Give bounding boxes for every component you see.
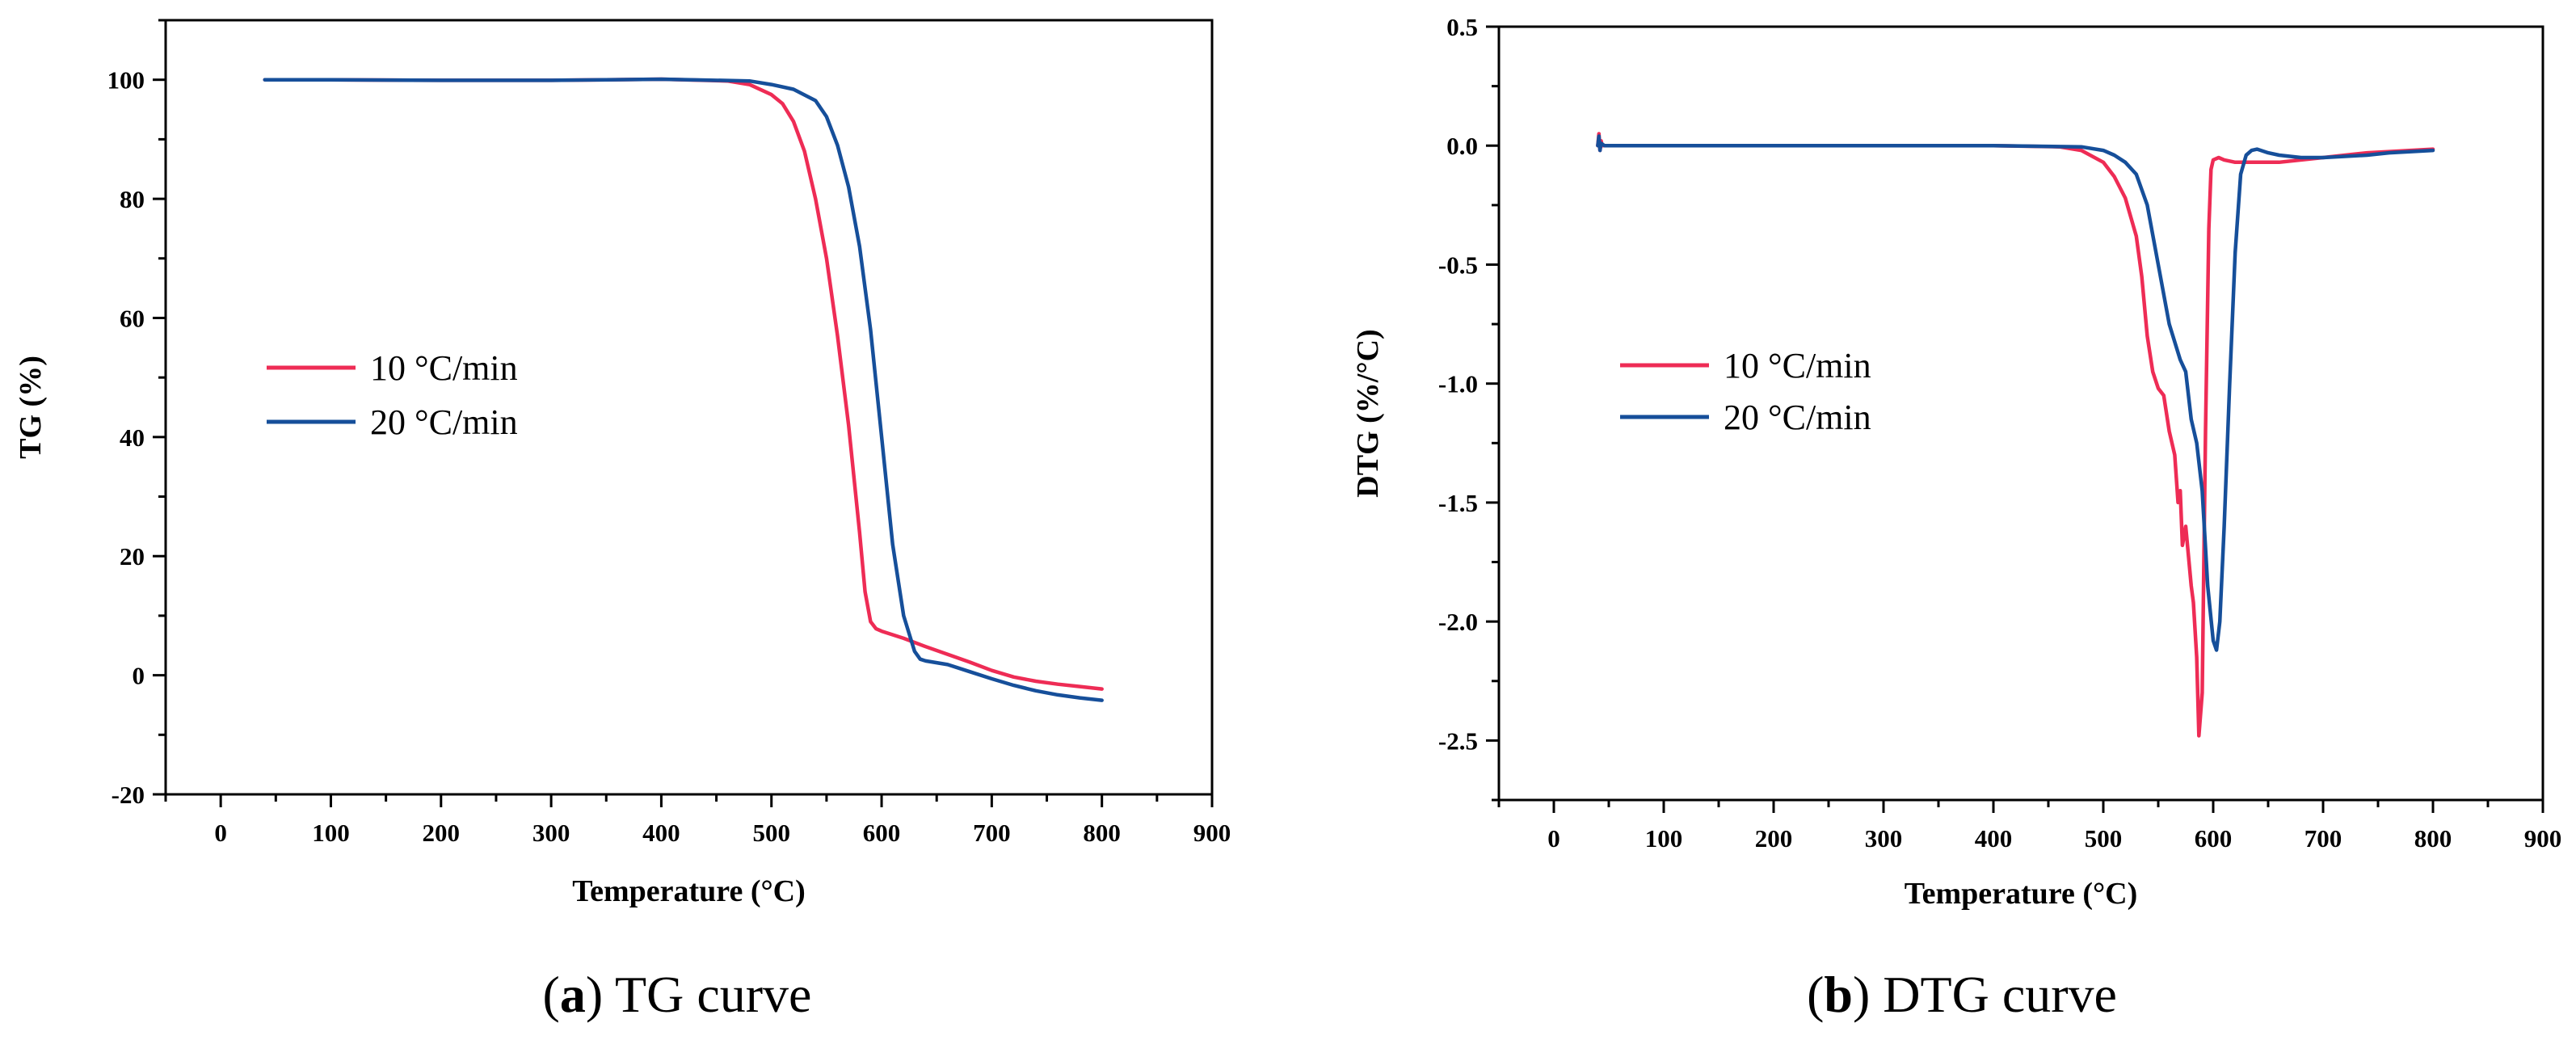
chart-caption: (a) TG curve xyxy=(543,966,812,1023)
x-tick-label: 500 xyxy=(2085,824,2123,853)
y-tick-label: -1.0 xyxy=(1438,370,1478,398)
x-tick-label: 100 xyxy=(312,819,350,847)
x-tick-label: 300 xyxy=(532,819,570,847)
caption-letter: a xyxy=(560,966,586,1023)
y-tick-label: -0.5 xyxy=(1438,251,1478,279)
x-tick-label: 200 xyxy=(1755,824,1793,853)
legend-label-1: 10 °C/min xyxy=(370,348,518,388)
caption-letter: b xyxy=(1824,966,1853,1023)
x-tick-label: 0 xyxy=(1547,824,1560,853)
y-tick-label: -2.0 xyxy=(1438,608,1478,636)
x-tick-label: 900 xyxy=(1193,819,1231,847)
chart-b: 0 100 200 300 400 500 600 700 800 900 -2.5 -2.0 -1.5… xyxy=(1351,13,2561,1023)
caption-text: DTG curve xyxy=(1883,966,2117,1023)
y-tick-label: 0.5 xyxy=(1446,13,1478,41)
x-tick-label: 600 xyxy=(863,819,901,847)
series-line-2 xyxy=(1596,134,2435,652)
y-axis-title: TG (%) xyxy=(14,356,48,459)
caption-paren-open: ( xyxy=(543,966,560,1023)
series-line-2 xyxy=(263,77,1104,702)
chart-caption: (b) DTG curve xyxy=(1807,966,2117,1023)
y-tick-label: 0.0 xyxy=(1446,132,1478,160)
y-tick-label: 40 xyxy=(120,423,145,452)
x-tick-label: 100 xyxy=(1645,824,1683,853)
x-tick-label: 700 xyxy=(2305,824,2342,853)
x-axis-title: Temperature (°C) xyxy=(572,874,806,908)
legend: 10 °C/min 20 °C/min xyxy=(1620,346,1871,437)
x-axis-title: Temperature (°C) xyxy=(1905,877,2138,911)
caption-paren-open: ( xyxy=(1807,966,1824,1023)
y-tick-label: 60 xyxy=(120,304,145,332)
legend-label-2: 20 °C/min xyxy=(1724,398,1871,437)
x-tick-label: 500 xyxy=(752,819,790,847)
x-tick-label: 800 xyxy=(2414,824,2452,853)
x-tick-label: 900 xyxy=(2524,824,2562,853)
x-tick-label: 400 xyxy=(1975,824,2013,853)
legend-label-2: 20 °C/min xyxy=(370,402,518,442)
caption-text: TG curve xyxy=(615,966,811,1023)
x-tick-label: 0 xyxy=(214,819,227,847)
x-tick-label: 300 xyxy=(1865,824,1903,853)
caption-paren-close: ) xyxy=(1853,966,1883,1023)
y-tick-label: -1.5 xyxy=(1438,489,1478,517)
legend: 10 °C/min 20 °C/min xyxy=(267,348,518,442)
x-tick-label: 800 xyxy=(1083,819,1121,847)
x-tick-label: 400 xyxy=(642,819,680,847)
y-tick-label: 20 xyxy=(120,542,145,571)
y-axis-title: DTG (%/°C) xyxy=(1351,329,1385,497)
y-tick-label: -2.5 xyxy=(1438,726,1478,755)
plot-frame xyxy=(164,19,1214,796)
y-tick-label: 0 xyxy=(133,662,145,690)
y-tick-label: -20 xyxy=(112,781,145,809)
y-tick-label: 80 xyxy=(120,185,145,213)
chart-a: 0 100 200 300 400 500 600 700 800 900 -20 0 20 40 60 80… xyxy=(14,19,1231,1023)
caption-paren-close: ) xyxy=(586,966,615,1023)
x-tick-label: 700 xyxy=(973,819,1011,847)
x-tick-label: 600 xyxy=(2195,824,2233,853)
legend-label-1: 10 °C/min xyxy=(1724,346,1871,385)
x-tick-label: 200 xyxy=(423,819,461,847)
y-tick-label: 100 xyxy=(107,66,145,95)
plot-frame xyxy=(1497,25,2544,802)
